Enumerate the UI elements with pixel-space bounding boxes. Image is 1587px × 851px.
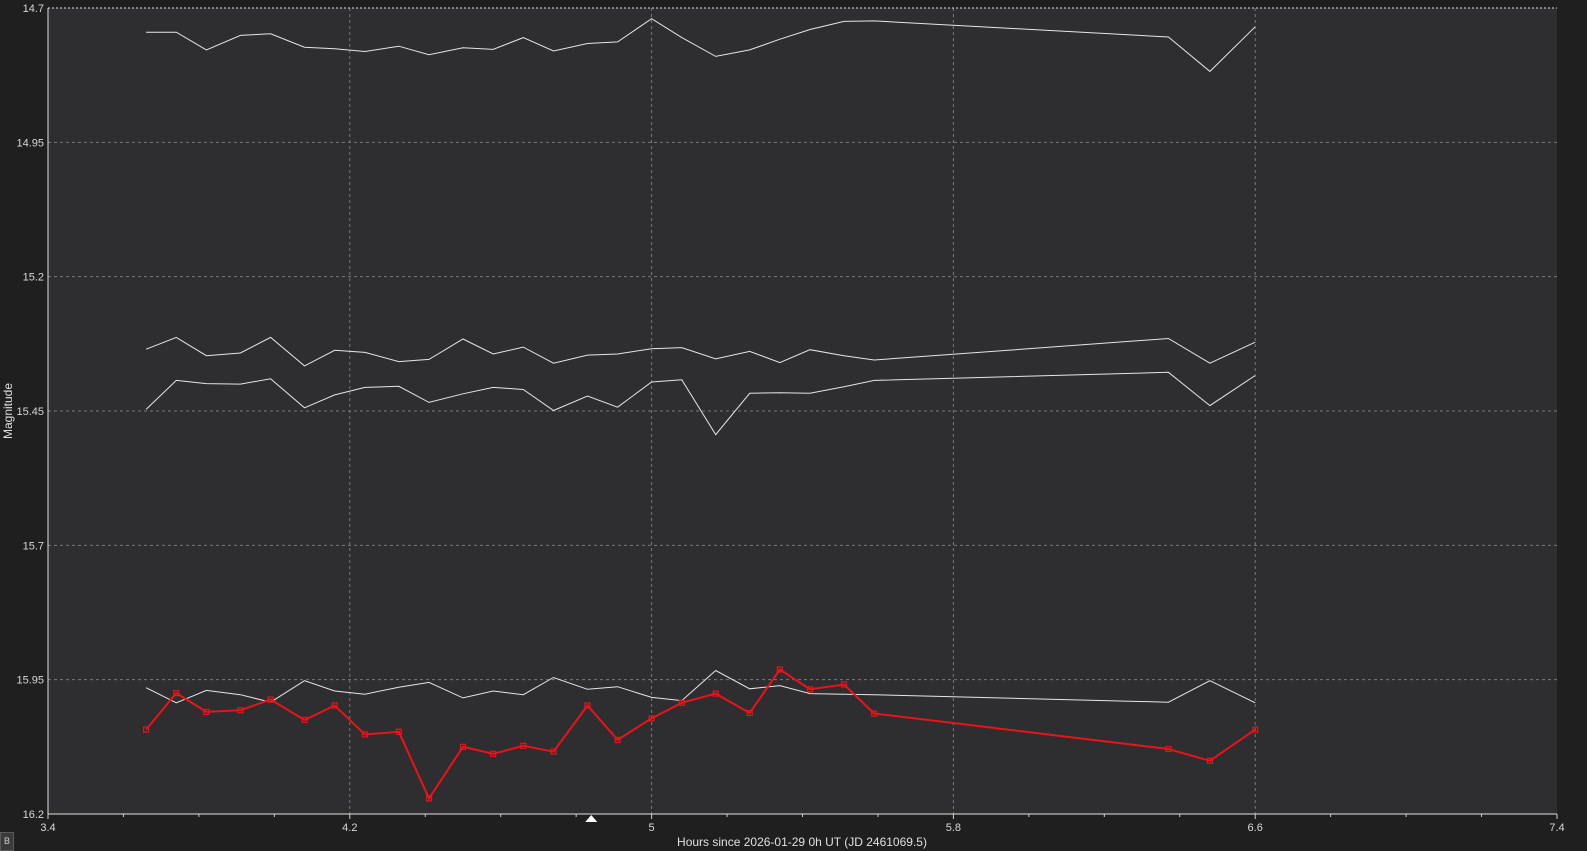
target-point[interactable] xyxy=(806,686,814,693)
target-series-line[interactable] xyxy=(145,668,1256,801)
target-point[interactable] xyxy=(331,702,338,709)
target-point[interactable] xyxy=(237,707,244,714)
y-tick-label: 14.95 xyxy=(16,137,44,149)
x-tick-labels: 3.4 4.2 5 5.8 6.6 7.4 xyxy=(40,822,1564,834)
y-tick-label: 15.2 xyxy=(23,272,44,284)
comparison-series-line[interactable] xyxy=(145,371,1256,436)
x-tick-label: 5 xyxy=(649,822,655,834)
target-point[interactable] xyxy=(614,736,621,743)
target-point[interactable] xyxy=(1206,757,1214,764)
x-tick-label: 6.6 xyxy=(1248,822,1263,834)
target-point[interactable] xyxy=(776,666,783,673)
target-point[interactable] xyxy=(712,690,719,697)
target-point[interactable] xyxy=(142,726,150,733)
comparison-series-line[interactable] xyxy=(146,18,1256,73)
target-point[interactable] xyxy=(425,795,433,802)
x-tick-label: 7.4 xyxy=(1549,822,1564,834)
corner-button[interactable]: B xyxy=(0,832,14,851)
y-tick-label: 15.45 xyxy=(16,406,44,418)
x-tick-label: 4.2 xyxy=(342,822,357,834)
target-point[interactable] xyxy=(203,708,210,716)
x-tick-label: 3.4 xyxy=(40,822,55,834)
target-point[interactable] xyxy=(301,716,308,724)
y-tick-label: 14.7 xyxy=(23,3,44,15)
target-point[interactable] xyxy=(584,702,591,709)
target-point[interactable] xyxy=(173,689,180,697)
grid xyxy=(48,8,1557,814)
target-point[interactable] xyxy=(840,681,848,688)
target-point[interactable] xyxy=(746,709,753,717)
target-point[interactable] xyxy=(550,748,557,755)
series-group xyxy=(142,18,1259,802)
target-point[interactable] xyxy=(459,743,467,750)
target-point[interactable] xyxy=(490,750,497,757)
target-point[interactable] xyxy=(1165,745,1172,753)
target-point[interactable] xyxy=(267,696,274,703)
y-tick-label: 15.95 xyxy=(16,675,44,687)
y-tick-label: 16.2 xyxy=(23,809,44,821)
x-minor-ticks xyxy=(47,814,1558,819)
target-point[interactable] xyxy=(361,731,368,738)
y-tick-labels: 14.7 14.95 15.2 15.45 15.7 15.95 16.2 xyxy=(16,3,44,821)
target-point[interactable] xyxy=(871,710,878,717)
target-point[interactable] xyxy=(678,699,685,706)
x-axis-title: Hours since 2026-01-29 0h UT (JD 2461069… xyxy=(677,835,927,849)
y-tick-label: 15.7 xyxy=(23,540,44,552)
time-marker-icon[interactable] xyxy=(585,815,598,822)
plot-area[interactable] xyxy=(48,8,1557,814)
target-point[interactable] xyxy=(648,715,655,722)
comparison-series-line[interactable] xyxy=(145,336,1256,367)
target-point[interactable] xyxy=(1252,726,1259,733)
y-axis-title: Magnitude xyxy=(1,383,15,439)
x-tick-label: 5.8 xyxy=(946,822,961,834)
comparison-series-line[interactable] xyxy=(145,669,1256,704)
target-point[interactable] xyxy=(395,728,402,735)
target-point[interactable] xyxy=(520,742,527,749)
